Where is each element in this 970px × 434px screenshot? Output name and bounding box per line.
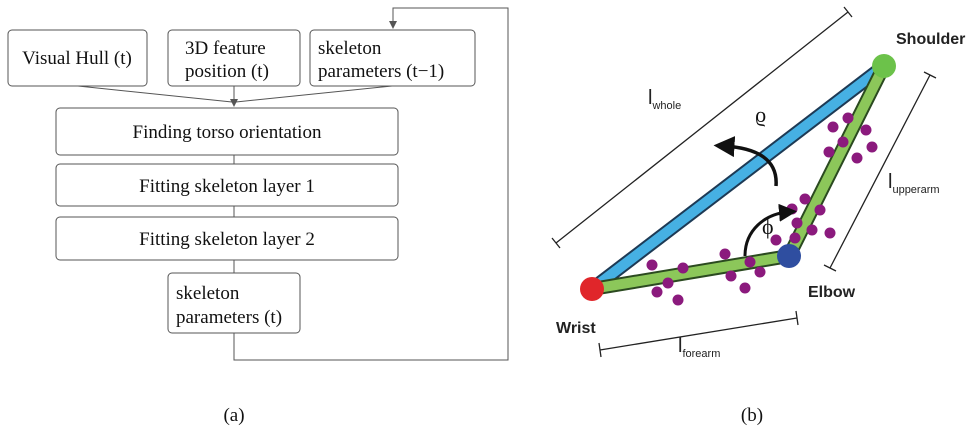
joint-wrist (580, 277, 604, 301)
feature-point (861, 125, 872, 136)
angle-label: ϱ (755, 102, 766, 127)
caption: (a) (223, 405, 244, 426)
box-text: parameters (t) (176, 307, 282, 328)
length-label: lwhole (648, 87, 681, 112)
feature-point (838, 137, 849, 148)
feature-point (790, 233, 801, 244)
box-text: Fitting skeleton layer 2 (139, 229, 315, 250)
feature-point (663, 278, 674, 289)
feature-point (745, 257, 756, 268)
feature-point (828, 122, 839, 133)
feature-point (755, 267, 766, 278)
joint-label: Shoulder (896, 31, 965, 48)
connector (78, 86, 392, 102)
panel-a: Visual Hull (t) 3D feature position (t) … (8, 8, 508, 426)
text: whole (651, 100, 681, 112)
box-text: skeleton (176, 283, 240, 304)
joint-elbow (777, 244, 801, 268)
feature-point (720, 249, 731, 260)
feature-point (647, 260, 658, 271)
feature-point (800, 194, 811, 205)
box-text: Fitting skeleton layer 1 (139, 176, 315, 197)
feature-point (652, 287, 663, 298)
feature-point (678, 263, 689, 274)
feature-point (740, 283, 751, 294)
feature-point (787, 204, 798, 215)
text: forearm (682, 348, 720, 360)
box-text: Finding torso orientation (133, 122, 322, 143)
box-text: position (t) (185, 61, 269, 82)
feature-point (815, 205, 826, 216)
box-text: skeleton (318, 38, 382, 59)
feature-point (843, 113, 854, 124)
box-text: 3D feature (185, 38, 266, 59)
feature-point (867, 142, 878, 153)
feature-point (825, 228, 836, 239)
box-text: parameters (t−1) (318, 61, 444, 82)
feature-point (673, 295, 684, 306)
length-label: lupperarm (888, 171, 940, 196)
angle-label: ϕ (762, 214, 774, 239)
feature-point (852, 153, 863, 164)
length-label: lforearm (678, 335, 720, 360)
feature-point (807, 225, 818, 236)
joint-shoulder (872, 54, 896, 78)
text: upperarm (892, 184, 939, 196)
feature-point (726, 271, 737, 282)
figure: Visual Hull (t) 3D feature position (t) … (0, 0, 970, 434)
panel-b: Shoulder Elbow Wrist lwhole lupperarm lf… (552, 7, 965, 426)
caption: (b) (741, 405, 763, 426)
feature-point (792, 218, 803, 229)
feature-point (824, 147, 835, 158)
joint-label: Wrist (556, 320, 596, 337)
box-text: Visual Hull (t) (22, 48, 132, 69)
joint-label: Elbow (808, 284, 856, 301)
